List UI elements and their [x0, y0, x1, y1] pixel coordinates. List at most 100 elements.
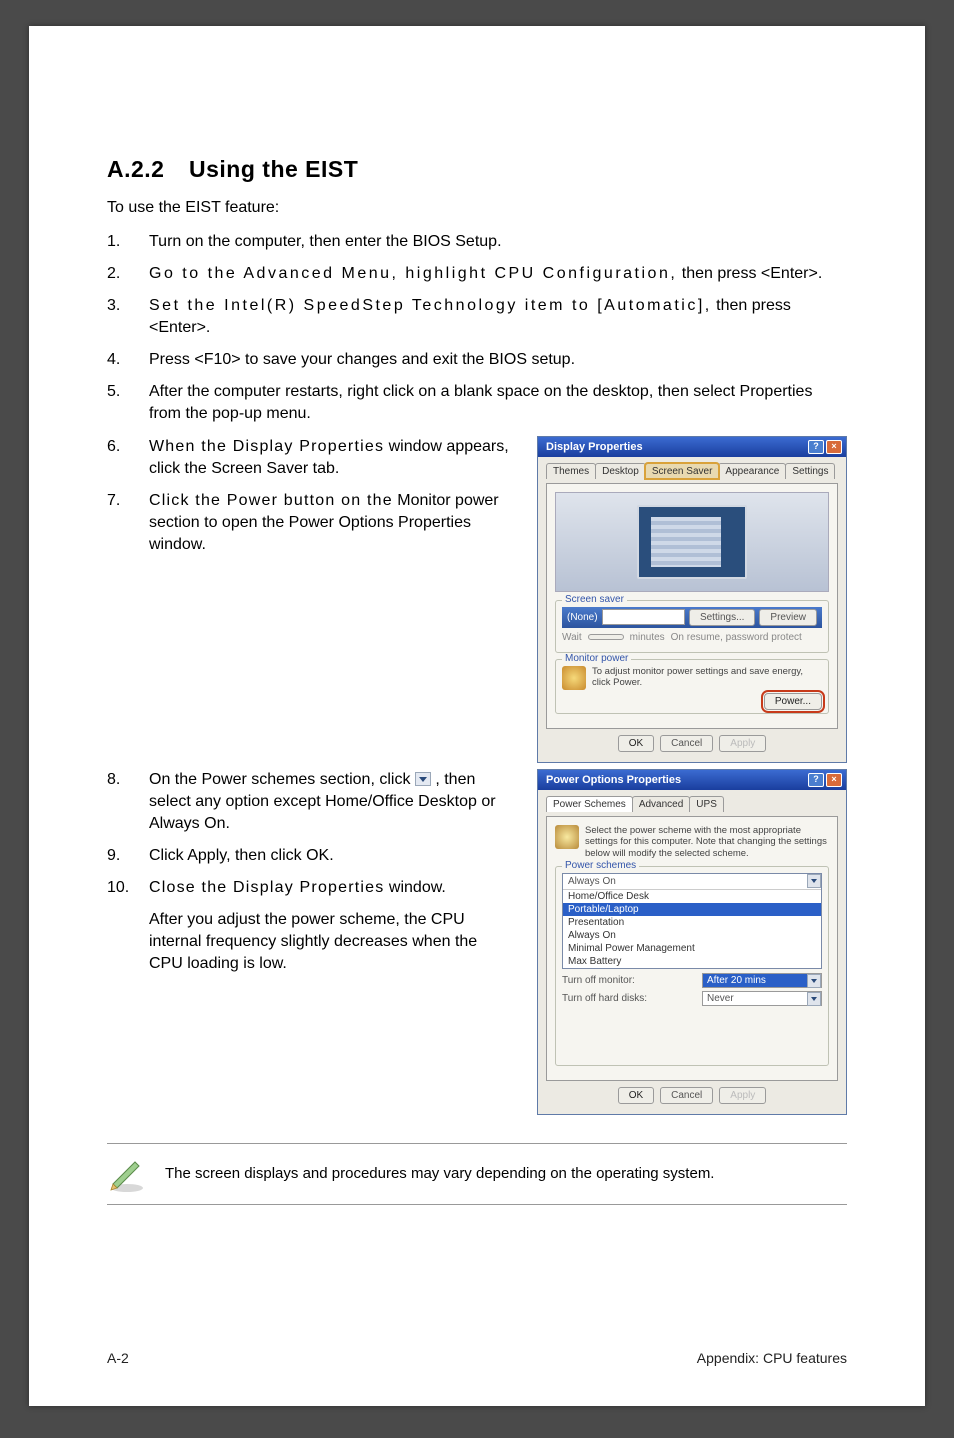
scheme-option[interactable]: Presentation — [563, 916, 821, 929]
scheme-dropdown-holder: Always On Home/Office Desk Portable/Lapt… — [562, 873, 822, 969]
left-column: 8.On the Power schemes section, click , … — [107, 769, 515, 976]
step-num: 10. — [107, 877, 149, 899]
scheme-option[interactable]: Max Battery — [563, 955, 821, 968]
step-num: 5. — [107, 381, 149, 425]
section-number: A.2.2 — [107, 156, 189, 183]
step-7: 7.Click the Power button on the Monitor … — [107, 490, 515, 556]
step-num: 8. — [107, 769, 149, 835]
left-column: 6.When the Display Properties window app… — [107, 436, 515, 566]
step-text: Go to the Advanced Menu, highlight CPU C… — [149, 263, 847, 285]
scheme-option[interactable]: Home/Office Desk — [563, 890, 821, 903]
tab-panel: Select the power scheme with the most ap… — [546, 816, 838, 1082]
footer-left: A-2 — [107, 1350, 129, 1366]
turnoff-hd-label: Turn off hard disks: — [562, 993, 647, 1004]
two-column-block-2: 8.On the Power schemes section, click , … — [107, 769, 847, 1116]
help-button[interactable]: ? — [808, 440, 824, 454]
step-num: 3. — [107, 295, 149, 339]
help-button[interactable]: ? — [808, 773, 824, 787]
steps-list: 1.Turn on the computer, then enter the B… — [107, 231, 847, 426]
tab-settings[interactable]: Settings — [785, 463, 835, 479]
step-8: 8.On the Power schemes section, click , … — [107, 769, 515, 835]
step-num: 4. — [107, 349, 149, 371]
scheme-option[interactable]: Always On — [563, 929, 821, 942]
pencil-note-icon — [107, 1154, 147, 1194]
tab-desktop[interactable]: Desktop — [595, 463, 646, 479]
two-column-block-1: 6.When the Display Properties window app… — [107, 436, 847, 763]
step-text: Press <F10> to save your changes and exi… — [149, 349, 847, 371]
dropdown-arrow-icon[interactable] — [807, 874, 821, 888]
fieldset-legend: Power schemes — [562, 860, 639, 871]
step-5: 5.After the computer restarts, right cli… — [107, 381, 847, 425]
note-box: The screen displays and procedures may v… — [107, 1143, 847, 1205]
turnoff-monitor-select[interactable]: After 20 mins — [702, 973, 822, 988]
screensaver-name: (None) — [567, 612, 598, 623]
tab-appearance[interactable]: Appearance — [718, 463, 786, 479]
step-num: 9. — [107, 845, 149, 867]
scheme-selected: Always On — [563, 874, 821, 889]
dialog-body: Themes Desktop Screen Saver Appearance S… — [538, 457, 846, 762]
wait-label: Wait — [562, 632, 582, 643]
resume-label: On resume, password protect — [671, 632, 802, 643]
scheme-option[interactable]: Portable/Laptop — [563, 903, 821, 916]
step-text: Set the Intel(R) SpeedStep Technology it… — [149, 295, 847, 339]
step-text: Close the Display Properties window. — [149, 877, 515, 899]
scheme-dropdown[interactable]: Always On Home/Office Desk Portable/Lapt… — [562, 873, 822, 969]
screensaver-select-row: (None) Settings... Preview — [562, 607, 822, 628]
screensaver-fieldset: Screen saver (None) Settings... Preview … — [555, 600, 829, 653]
step-text: When the Display Properties window appea… — [149, 436, 515, 480]
ok-button[interactable]: OK — [618, 735, 654, 752]
section-title-text: Using the EIST — [189, 156, 358, 182]
after-note: After you adjust the power scheme, the C… — [107, 909, 515, 975]
battery-icon — [555, 825, 579, 849]
turnoff-hd-select[interactable]: Never — [702, 991, 822, 1006]
step-4: 4.Press <F10> to save your changes and e… — [107, 349, 847, 371]
preview-button[interactable]: Preview — [759, 609, 817, 626]
scheme-info-text: Select the power scheme with the most ap… — [585, 825, 829, 861]
step-6: 6.When the Display Properties window app… — [107, 436, 515, 480]
step-10: 10.Close the Display Properties window. — [107, 877, 515, 899]
apply-button[interactable]: Apply — [719, 1087, 766, 1104]
dialog-tabs: Power Schemes Advanced UPS — [546, 796, 838, 812]
power-schemes-fieldset: Power schemes Always On Home/Office Desk… — [555, 866, 829, 1066]
screensaver-dropdown[interactable] — [602, 609, 685, 625]
scheme-options-list: Home/Office Desk Portable/Laptop Present… — [563, 889, 821, 968]
display-properties-dialog: Display Properties ? × Themes Desktop Sc… — [537, 436, 847, 763]
tab-screen-saver[interactable]: Screen Saver — [645, 463, 720, 479]
dropdown-arrow-icon — [807, 992, 821, 1006]
wait-spinner[interactable] — [588, 634, 624, 640]
right-column: Display Properties ? × Themes Desktop Sc… — [537, 436, 847, 763]
page-footer: A-2 Appendix: CPU features — [107, 1310, 847, 1366]
step-num: 2. — [107, 263, 149, 285]
step-1: 1.Turn on the computer, then enter the B… — [107, 231, 847, 253]
tab-power-schemes[interactable]: Power Schemes — [546, 796, 633, 812]
apply-button[interactable]: Apply — [719, 735, 766, 752]
cancel-button[interactable]: Cancel — [660, 1087, 713, 1104]
dialog-body: Power Schemes Advanced UPS Select the po… — [538, 790, 846, 1115]
fieldset-legend: Monitor power — [562, 653, 631, 664]
monitor-power-text: To adjust monitor power settings and sav… — [592, 666, 822, 690]
dialog-footer: OK Cancel Apply — [546, 1081, 838, 1106]
monitor-icon — [637, 505, 747, 579]
close-button[interactable]: × — [826, 440, 842, 454]
fieldset-legend: Screen saver — [562, 594, 627, 605]
tab-panel: Screen saver (None) Settings... Preview … — [546, 483, 838, 729]
step-text: After the computer restarts, right click… — [149, 381, 847, 425]
ok-button[interactable]: OK — [618, 1087, 654, 1104]
tab-themes[interactable]: Themes — [546, 463, 596, 479]
tab-ups[interactable]: UPS — [689, 796, 724, 812]
dropdown-arrow-icon — [807, 974, 821, 988]
steps-list-cont: 6.When the Display Properties window app… — [107, 436, 515, 556]
dialog-footer: OK Cancel Apply — [546, 729, 838, 754]
step-text: Click Apply, then click OK. — [149, 845, 515, 867]
scheme-option[interactable]: Minimal Power Management — [563, 942, 821, 955]
screensaver-preview — [555, 492, 829, 592]
close-button[interactable]: × — [826, 773, 842, 787]
power-options-dialog: Power Options Properties ? × Power Schem… — [537, 769, 847, 1116]
step-num: 1. — [107, 231, 149, 253]
power-button[interactable]: Power... — [764, 693, 822, 710]
tab-advanced[interactable]: Advanced — [632, 796, 690, 812]
settings-button[interactable]: Settings... — [689, 609, 755, 626]
intro-text: To use the EIST feature: — [107, 199, 847, 217]
dialog-titlebar: Display Properties ? × — [538, 437, 846, 457]
cancel-button[interactable]: Cancel — [660, 735, 713, 752]
